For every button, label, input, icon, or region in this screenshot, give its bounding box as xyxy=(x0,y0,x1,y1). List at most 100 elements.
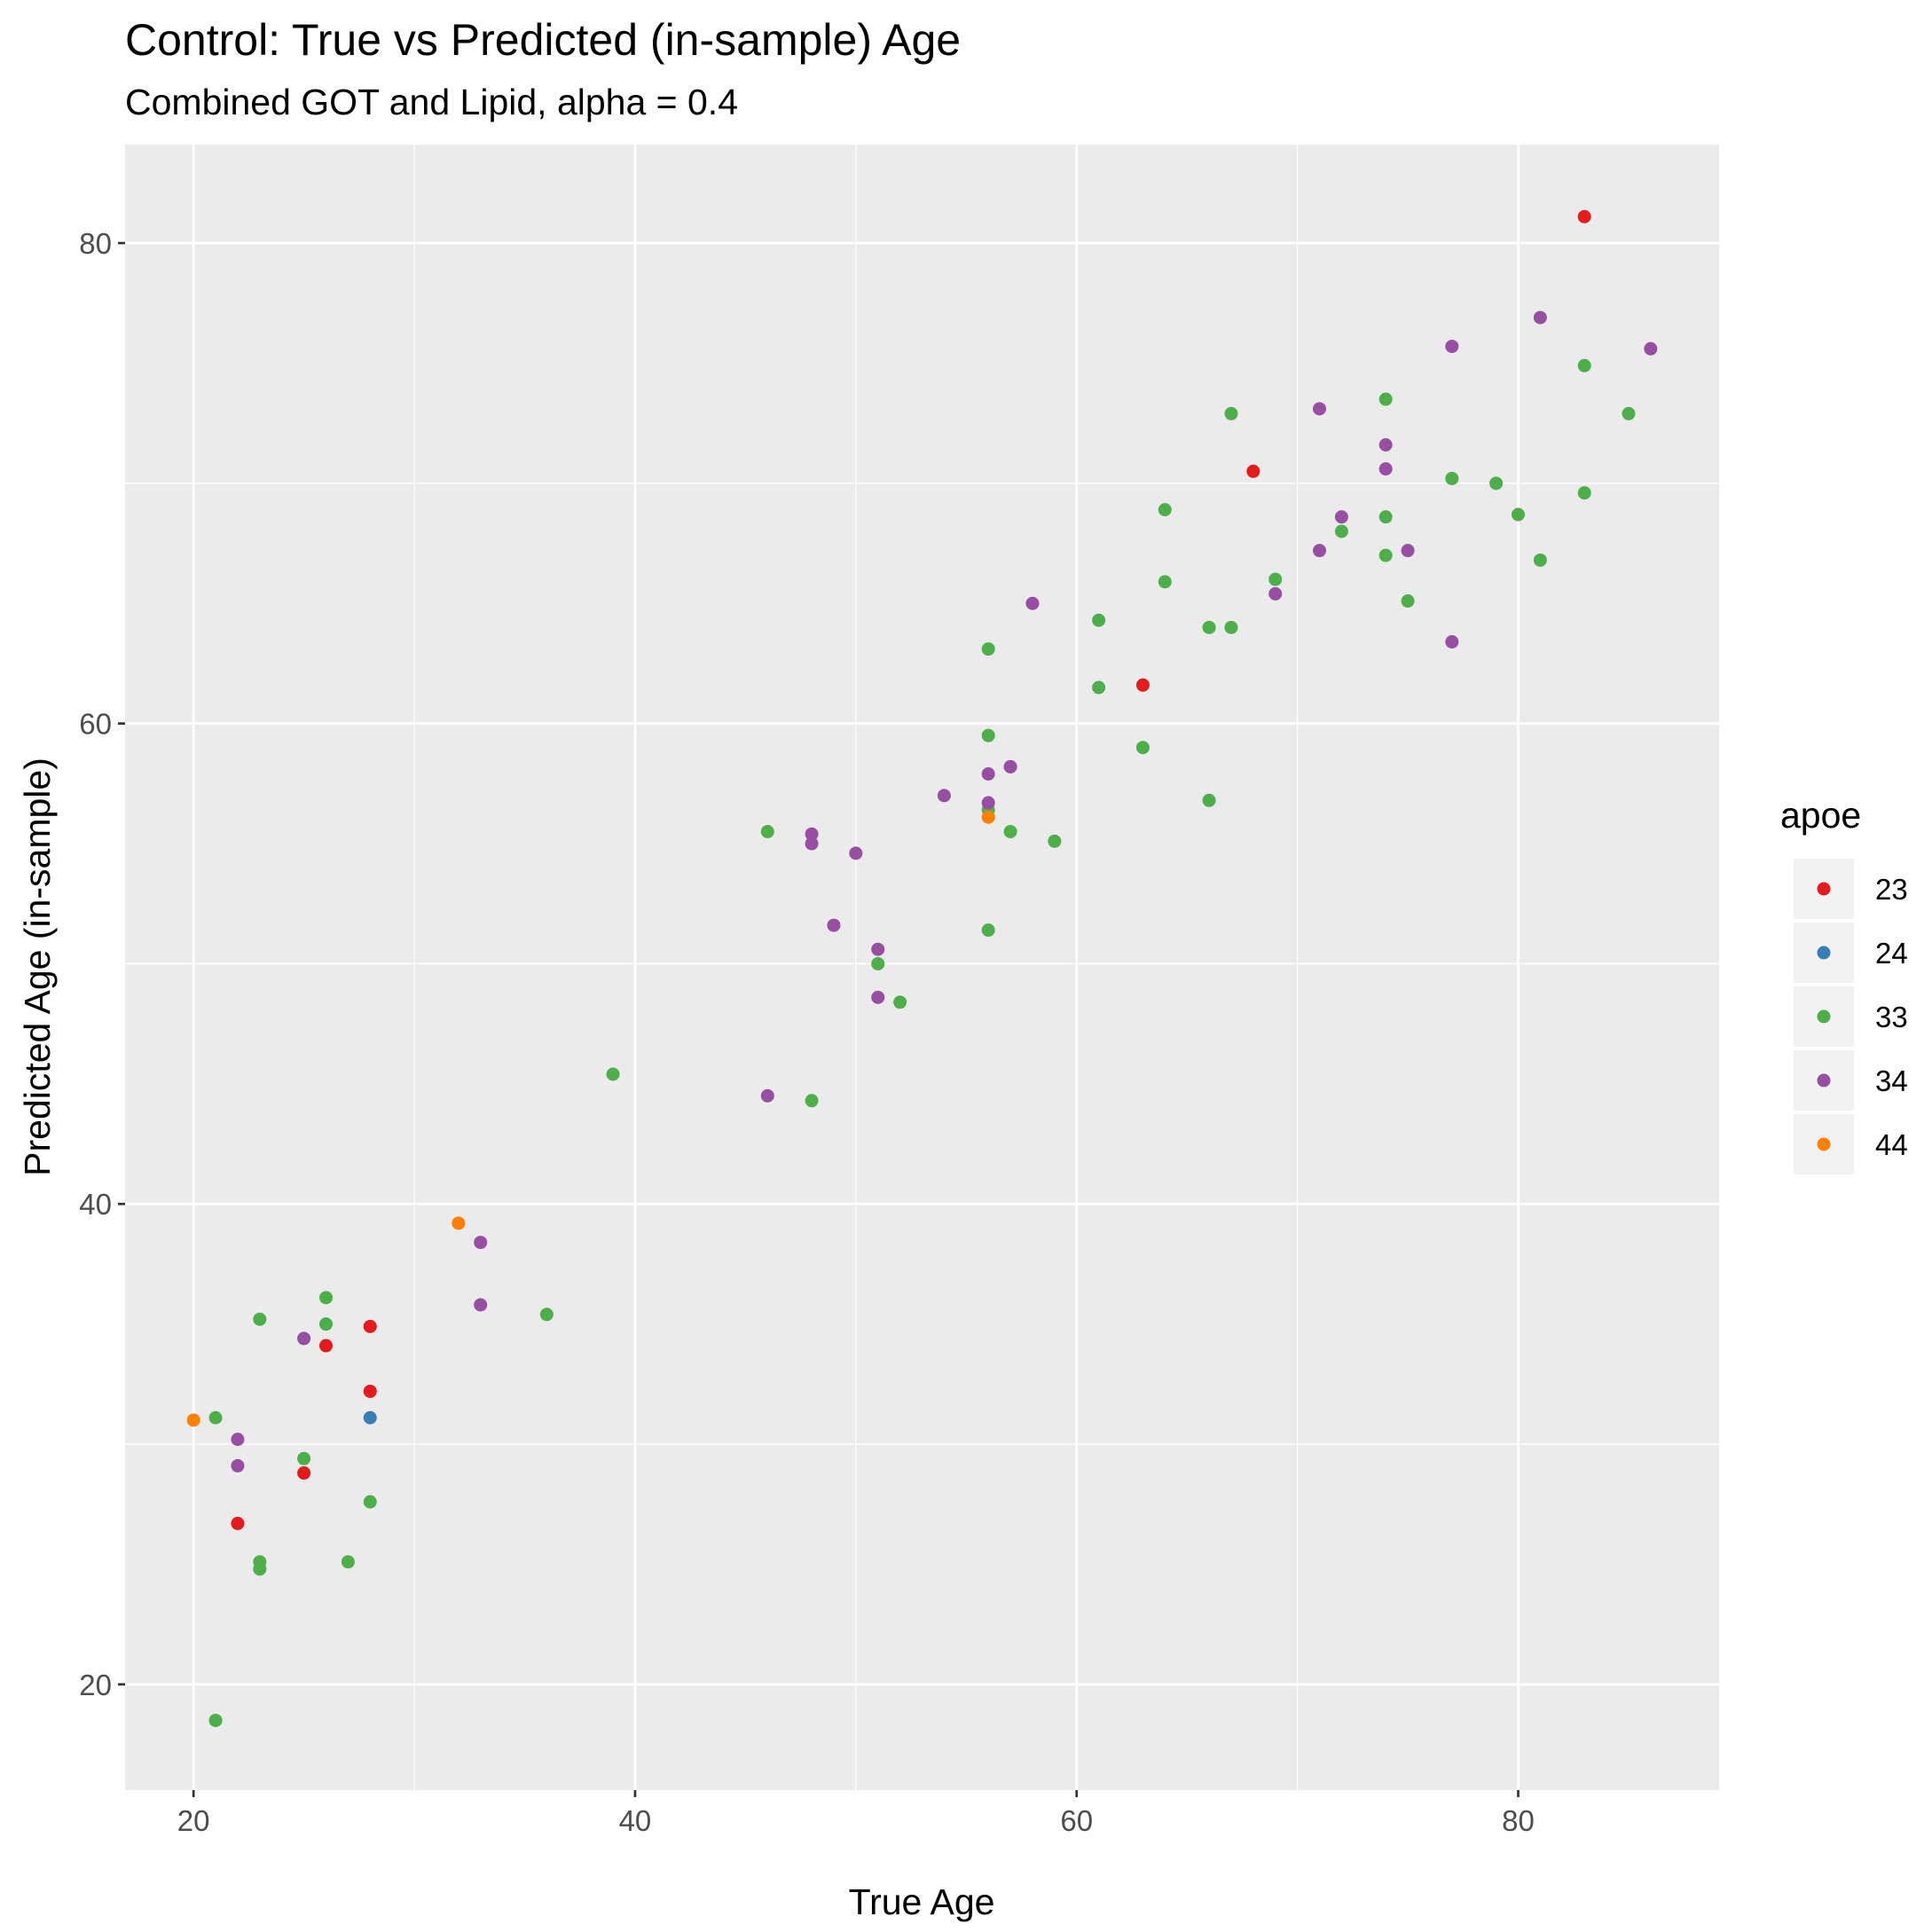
data-point-apoe-33 xyxy=(1158,503,1172,517)
chart-subtitle: Combined GOT and Lipid, alpha = 0.4 xyxy=(125,82,738,122)
legend-label-24: 24 xyxy=(1875,937,1908,970)
data-point-apoe-34 xyxy=(1445,339,1459,353)
data-point-apoe-34 xyxy=(937,789,951,803)
data-point-apoe-34 xyxy=(981,796,995,810)
data-point-apoe-33 xyxy=(805,1094,819,1108)
data-point-apoe-23 xyxy=(1135,678,1150,692)
axes: 20 40 60 80 20 40 60 80 xyxy=(79,227,1535,1837)
x-tick-label: 80 xyxy=(1502,1804,1535,1837)
legend-key-33 xyxy=(1817,1009,1831,1024)
data-point-apoe-33 xyxy=(1577,486,1591,500)
data-point-apoe-33 xyxy=(208,1713,223,1727)
data-point-apoe-44 xyxy=(452,1216,466,1230)
y-axis-title: Predicted Age (in-sample) xyxy=(17,758,58,1176)
data-point-apoe-34 xyxy=(474,1236,488,1250)
data-point-apoe-44 xyxy=(186,1413,200,1427)
data-point-apoe-33 xyxy=(871,956,885,970)
data-point-apoe-33 xyxy=(1202,793,1216,807)
data-point-apoe-33 xyxy=(1489,476,1504,491)
data-point-apoe-33 xyxy=(1092,680,1106,695)
data-point-apoe-34 xyxy=(1025,596,1040,610)
data-point-apoe-23 xyxy=(1246,464,1261,478)
data-point-apoe-33 xyxy=(606,1067,620,1081)
data-point-apoe-34 xyxy=(1003,759,1017,774)
data-point-apoe-33 xyxy=(893,995,907,1009)
data-point-apoe-33 xyxy=(1268,572,1283,586)
data-point-apoe-34 xyxy=(1401,544,1415,558)
data-point-apoe-33 xyxy=(1202,620,1216,634)
data-point-apoe-34 xyxy=(231,1433,245,1447)
grid-lines xyxy=(125,145,1719,1790)
data-point-apoe-23 xyxy=(363,1384,377,1398)
data-point-apoe-34 xyxy=(827,918,841,932)
data-point-apoe-33 xyxy=(981,642,995,656)
data-point-apoe-33 xyxy=(1003,824,1017,838)
data-point-apoe-34 xyxy=(231,1458,245,1473)
data-point-apoe-34 xyxy=(1644,342,1658,356)
legend-label-34: 34 xyxy=(1875,1064,1908,1097)
data-point-apoe-23 xyxy=(318,1339,333,1353)
legend-label-33: 33 xyxy=(1875,1001,1908,1033)
data-point-apoe-34 xyxy=(1378,438,1393,452)
data-point-apoe-34 xyxy=(1334,510,1348,524)
data-point-apoe-33 xyxy=(981,923,995,938)
data-point-apoe-33 xyxy=(760,824,774,838)
x-tick-label: 60 xyxy=(1060,1804,1093,1837)
data-point-apoe-24 xyxy=(363,1410,377,1425)
x-tick-label: 40 xyxy=(619,1804,652,1837)
data-point-apoe-33 xyxy=(1158,575,1172,589)
legend-key-23 xyxy=(1817,882,1831,896)
legend-key-34 xyxy=(1817,1073,1831,1088)
x-tick-label: 20 xyxy=(177,1804,210,1837)
data-point-apoe-34 xyxy=(871,942,885,956)
data-point-apoe-34 xyxy=(1268,586,1283,601)
data-point-apoe-33 xyxy=(318,1291,333,1305)
data-point-apoe-33 xyxy=(1533,553,1547,567)
data-point-apoe-33 xyxy=(341,1555,355,1569)
data-point-apoe-23 xyxy=(231,1516,245,1530)
data-point-apoe-33 xyxy=(253,1312,267,1326)
data-point-apoe-33 xyxy=(1092,613,1106,627)
data-point-apoe-33 xyxy=(253,1562,267,1576)
y-tick-label: 40 xyxy=(79,1188,112,1221)
data-point-apoe-33 xyxy=(1378,510,1393,524)
legend: 23 24 33 34 44 xyxy=(1794,859,1908,1174)
data-points xyxy=(186,209,1658,1727)
data-point-apoe-33 xyxy=(1135,741,1150,755)
data-point-apoe-34 xyxy=(981,767,995,781)
data-point-apoe-33 xyxy=(1577,358,1591,373)
data-point-apoe-34 xyxy=(849,846,863,860)
data-point-apoe-34 xyxy=(871,990,885,1004)
legend-title: apoe xyxy=(1780,795,1861,836)
legend-key-44 xyxy=(1817,1137,1831,1151)
data-point-apoe-34 xyxy=(297,1331,311,1346)
data-point-apoe-33 xyxy=(297,1451,311,1465)
data-point-apoe-33 xyxy=(981,728,995,742)
data-point-apoe-44 xyxy=(981,810,995,824)
data-point-apoe-33 xyxy=(1445,471,1459,485)
data-point-apoe-34 xyxy=(1533,310,1547,325)
data-point-apoe-34 xyxy=(805,836,819,851)
x-axis-title: True Age xyxy=(849,1881,995,1922)
data-point-apoe-34 xyxy=(1445,635,1459,649)
data-point-apoe-34 xyxy=(474,1298,488,1312)
data-point-apoe-34 xyxy=(1313,544,1327,558)
plot-panel xyxy=(125,145,1719,1790)
y-tick-label: 80 xyxy=(79,227,112,260)
chart-title: Control: True vs Predicted (in-sample) A… xyxy=(125,15,961,65)
legend-key-24 xyxy=(1817,946,1831,960)
data-point-apoe-34 xyxy=(760,1088,774,1103)
data-point-apoe-34 xyxy=(1313,402,1327,416)
legend-label-44: 44 xyxy=(1875,1128,1908,1161)
data-point-apoe-33 xyxy=(1512,507,1526,522)
data-point-apoe-33 xyxy=(208,1410,223,1425)
data-point-apoe-33 xyxy=(1622,406,1636,420)
y-tick-label: 60 xyxy=(79,708,112,741)
y-tick-label: 20 xyxy=(79,1669,112,1701)
data-point-apoe-33 xyxy=(1224,620,1238,634)
legend-label-23: 23 xyxy=(1875,873,1908,906)
data-point-apoe-23 xyxy=(297,1466,311,1480)
data-point-apoe-33 xyxy=(318,1317,333,1331)
data-point-apoe-34 xyxy=(805,827,819,841)
